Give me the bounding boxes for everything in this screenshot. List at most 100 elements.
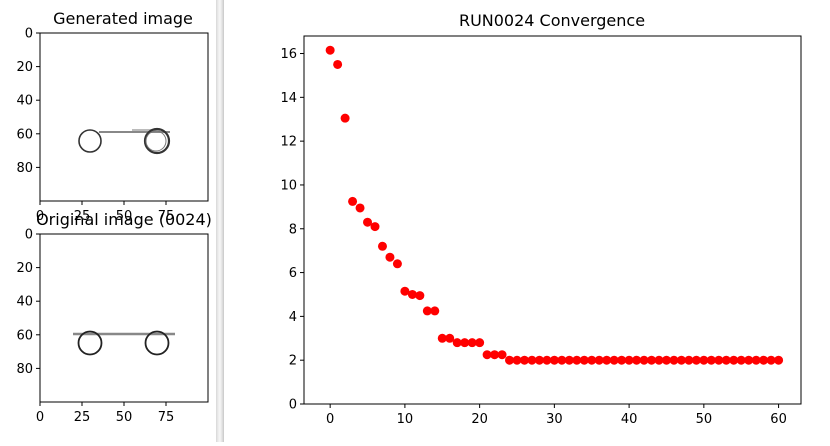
chart-frame: [303, 35, 802, 405]
data-point: [744, 355, 754, 365]
data-point: [415, 291, 425, 301]
generated-x-tick-label: 50: [116, 209, 133, 224]
data-point: [355, 203, 365, 213]
data-point: [467, 338, 477, 348]
chart-y-tick-label: 14: [280, 91, 297, 106]
chart-y-tick-label: 4: [289, 310, 297, 325]
chart-y-tick-label: 16: [280, 47, 297, 62]
chart-x-tick-label: 50: [696, 412, 713, 427]
data-point: [759, 355, 769, 365]
chart-y-tick-label: 12: [280, 135, 297, 150]
generated-y-tick-label: 80: [16, 161, 33, 176]
data-point: [505, 355, 515, 365]
data-point: [430, 306, 440, 316]
data-point: [363, 217, 373, 227]
data-point: [699, 355, 709, 365]
original-x-tick-label: 75: [158, 410, 175, 425]
data-point: [370, 222, 380, 232]
convergence-panel: RUN0024 Convergence 0 2 4 6 8 10 12 14 16 0 10 20 3…: [224, 0, 830, 442]
data-point: [340, 113, 350, 123]
data-point: [490, 350, 500, 360]
generated-y-tick-label: 40: [16, 94, 33, 109]
panel-splitter[interactable]: [216, 0, 224, 442]
generated-right-wheel: [143, 127, 171, 155]
data-point: [557, 355, 567, 365]
data-point: [385, 252, 395, 262]
data-point: [691, 355, 701, 365]
data-point: [587, 355, 597, 365]
generated-x-tick-label: 75: [158, 209, 175, 224]
generated-y-tick-label: 0: [25, 27, 33, 42]
original-x-ticks: 0 25 50 75: [36, 402, 174, 425]
data-point: [519, 355, 529, 365]
original-y-tick-label: 80: [16, 362, 33, 377]
chart-x-tick-label: 20: [471, 412, 488, 427]
original-y-tick-label: 40: [16, 295, 33, 310]
data-point: [579, 355, 589, 365]
data-point: [617, 355, 627, 365]
chart-y-tick-label: 0: [289, 398, 297, 413]
original-right-wheel: [144, 330, 170, 356]
generated-y-ticks: 0 20 40 60 80: [16, 27, 40, 176]
generated-image-drawing: [78, 127, 171, 155]
generated-left-wheel: [78, 129, 102, 153]
chart-y-tick-label: 10: [280, 178, 297, 193]
data-point: [482, 350, 492, 360]
data-point: [475, 338, 485, 348]
generated-image-title: Generated image: [53, 9, 193, 28]
data-point: [706, 355, 716, 365]
data-point: [564, 355, 574, 365]
chart-x-tick-label: 60: [770, 412, 787, 427]
data-point: [654, 355, 664, 365]
data-point: [774, 355, 784, 365]
data-point: [639, 355, 649, 365]
data-point: [400, 286, 410, 296]
data-point: [751, 355, 761, 365]
data-point: [460, 338, 470, 348]
chart-y-tick-label: 8: [289, 222, 297, 237]
chart-x-tick-label: 40: [621, 412, 638, 427]
chart-x-tick-label: 0: [326, 412, 334, 427]
data-point: [602, 355, 612, 365]
data-point: [445, 333, 455, 343]
data-point: [721, 355, 731, 365]
chart-title: RUN0024 Convergence: [459, 11, 645, 30]
image-comparison-panel: Generated image 0 20 40 60 80 0 25 50 75 0 20 4: [0, 0, 216, 442]
data-point: [736, 355, 746, 365]
data-point: [497, 350, 507, 360]
data-point: [452, 338, 462, 348]
original-x-tick-label: 25: [74, 410, 91, 425]
data-point: [684, 355, 694, 365]
original-left-wheel: [77, 330, 103, 356]
data-point: [632, 355, 642, 365]
data-point: [512, 355, 522, 365]
original-image-drawing: [73, 330, 175, 356]
original-x-tick-label: 50: [116, 410, 133, 425]
generated-image-area: [40, 33, 208, 201]
data-point: [333, 59, 343, 69]
generated-image-subplot: Generated image 0 20 40 60 80 0 25 50 75: [16, 9, 209, 224]
data-point: [377, 241, 387, 251]
data-point: [348, 196, 358, 206]
generated-x-tick-label: 25: [74, 209, 91, 224]
data-point: [527, 355, 537, 365]
original-y-ticks: 0 20 40 60 80: [16, 228, 40, 377]
generated-x-ticks: 0 25 50 75: [36, 201, 174, 224]
original-x-tick-label: 0: [36, 410, 44, 425]
chart-y-tick-label: 6: [289, 266, 297, 281]
original-y-tick-label: 0: [25, 228, 33, 243]
data-point: [325, 45, 335, 55]
data-point: [572, 355, 582, 365]
chart-x-tick-label: 30: [546, 412, 563, 427]
data-point: [676, 355, 686, 365]
data-point: [542, 355, 552, 365]
chart-x-axis: 0 10 20 30 40 50 60: [326, 404, 787, 427]
data-point: [407, 289, 417, 299]
data-point: [647, 355, 657, 365]
data-point: [669, 355, 679, 365]
original-image-area: [40, 234, 208, 402]
data-point: [594, 355, 604, 365]
generated-y-tick-label: 60: [16, 127, 33, 142]
data-point: [534, 355, 544, 365]
